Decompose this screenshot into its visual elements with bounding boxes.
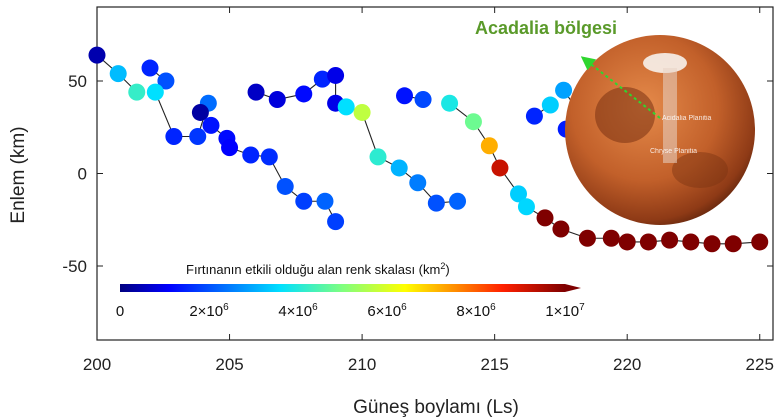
data-point — [191, 103, 209, 121]
storm-track — [337, 98, 467, 212]
storm-track — [441, 94, 769, 253]
mars-dark-region — [672, 152, 728, 188]
data-point — [327, 213, 345, 231]
data-point — [268, 91, 286, 108]
storm-track — [525, 96, 559, 125]
colorbar: Fırtınanın etkili olduğu alan renk skala… — [116, 261, 585, 320]
data-point — [491, 159, 509, 177]
x-tick-label: 220 — [613, 355, 641, 374]
data-point — [337, 98, 355, 116]
data-point — [141, 59, 159, 77]
data-point — [313, 70, 331, 88]
data-point — [409, 174, 427, 192]
data-point — [390, 159, 408, 177]
x-tick-label: 215 — [480, 355, 508, 374]
storm-track — [247, 66, 345, 112]
data-point — [464, 113, 482, 131]
mars-globe — [565, 35, 755, 225]
colorbar-gradient — [120, 284, 565, 292]
y-tick-label: -50 — [62, 257, 87, 276]
colorbar-tick-label: 2×106 — [189, 302, 229, 320]
data-point — [327, 66, 345, 84]
x-axis-title: Güneş boylamı (Ls) — [353, 397, 519, 418]
data-point — [128, 83, 146, 101]
mars-inset: Acidalia Planitia Chryse Planitia — [565, 35, 755, 225]
data-point — [276, 177, 294, 195]
data-point — [189, 128, 207, 145]
colorbar-tick-label: 6×106 — [367, 302, 407, 320]
data-point — [510, 185, 528, 203]
data-point — [525, 107, 543, 125]
data-point — [724, 235, 742, 253]
y-axis-title: Enlem (km) — [8, 126, 29, 223]
data-point — [578, 229, 596, 247]
data-point — [517, 198, 535, 216]
data-point — [541, 96, 559, 114]
mars-dark-region — [595, 87, 655, 143]
track-line — [346, 106, 458, 204]
data-point — [555, 81, 573, 99]
storm-track — [191, 103, 345, 231]
storm-track — [88, 46, 146, 101]
data-point — [751, 233, 769, 251]
data-point — [165, 128, 183, 145]
data-point — [316, 192, 334, 210]
data-point — [157, 72, 175, 90]
data-point — [295, 85, 313, 103]
colorbar-tick-label: 8×106 — [456, 302, 496, 320]
colorbar-labels: 0 2×106 4×106 6×106 8×106 1×107 — [116, 302, 585, 320]
data-point — [109, 65, 127, 83]
colorbar-tick-label: 4×106 — [278, 302, 318, 320]
storm-track — [396, 87, 432, 108]
data-point — [260, 148, 278, 166]
data-point — [146, 83, 164, 101]
colorbar-tick-label: 1×107 — [545, 302, 585, 320]
y-tick-label: 50 — [68, 72, 87, 91]
data-point — [449, 192, 467, 210]
x-tick-label: 200 — [83, 355, 111, 374]
annotation-arrow — [580, 56, 661, 119]
x-tick-label: 210 — [348, 355, 376, 374]
track-line — [199, 112, 337, 222]
colorbar-tick-label: 0 — [116, 303, 124, 320]
data-point — [602, 229, 620, 247]
data-point — [703, 235, 721, 253]
data-point — [353, 103, 371, 121]
data-point — [242, 146, 260, 164]
data-point — [552, 220, 570, 238]
data-point — [295, 192, 313, 210]
data-point — [221, 139, 239, 157]
data-point — [369, 148, 387, 166]
data-point — [202, 116, 220, 134]
inset-label-acidalia: Acidalia Planitia — [662, 115, 712, 122]
data-point — [618, 233, 636, 251]
data-point — [441, 94, 459, 112]
inset-label-chryse: Chryse Planitia — [650, 148, 697, 155]
data-point — [88, 46, 106, 64]
y-tick-label: 0 — [78, 165, 87, 184]
data-point — [661, 231, 679, 249]
data-point — [247, 83, 265, 101]
data-point — [639, 233, 657, 251]
data-point — [396, 87, 414, 105]
mars-region-strip — [663, 68, 677, 163]
data-point — [414, 91, 432, 108]
axis-ticks: 200 205 210 215 220 225 -50 0 50 — [62, 7, 774, 374]
storm-tracks — [88, 46, 769, 253]
colorbar-extend-arrow — [565, 284, 581, 292]
annotation-acadalia: Acadalia bölgesi — [475, 18, 617, 38]
colorbar-title: Fırtınanın etkili olduğu alan renk skala… — [186, 261, 450, 277]
data-point — [480, 137, 498, 155]
x-tick-label: 205 — [215, 355, 243, 374]
x-tick-label: 225 — [746, 355, 774, 374]
data-point — [536, 209, 554, 227]
storm-track — [141, 59, 175, 90]
data-point — [682, 233, 700, 251]
data-point — [427, 194, 445, 212]
